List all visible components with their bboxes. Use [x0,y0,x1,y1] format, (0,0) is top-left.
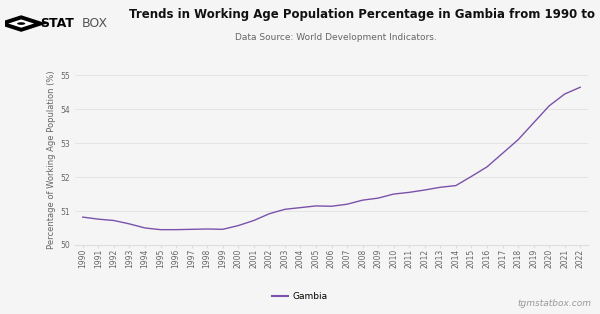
Y-axis label: Percentage of Working Age Population (%): Percentage of Working Age Population (%) [47,71,56,249]
Circle shape [17,22,25,25]
Text: tgmstatbox.com: tgmstatbox.com [517,299,591,308]
Text: Data Source: World Development Indicators.: Data Source: World Development Indicator… [235,33,437,42]
Polygon shape [8,19,34,28]
Text: STAT: STAT [40,17,74,30]
Legend: Gambia: Gambia [268,289,332,305]
Text: Trends in Working Age Population Percentage in Gambia from 1990 to 2022: Trends in Working Age Population Percent… [129,8,600,21]
Text: BOX: BOX [82,17,107,30]
Polygon shape [0,15,47,32]
